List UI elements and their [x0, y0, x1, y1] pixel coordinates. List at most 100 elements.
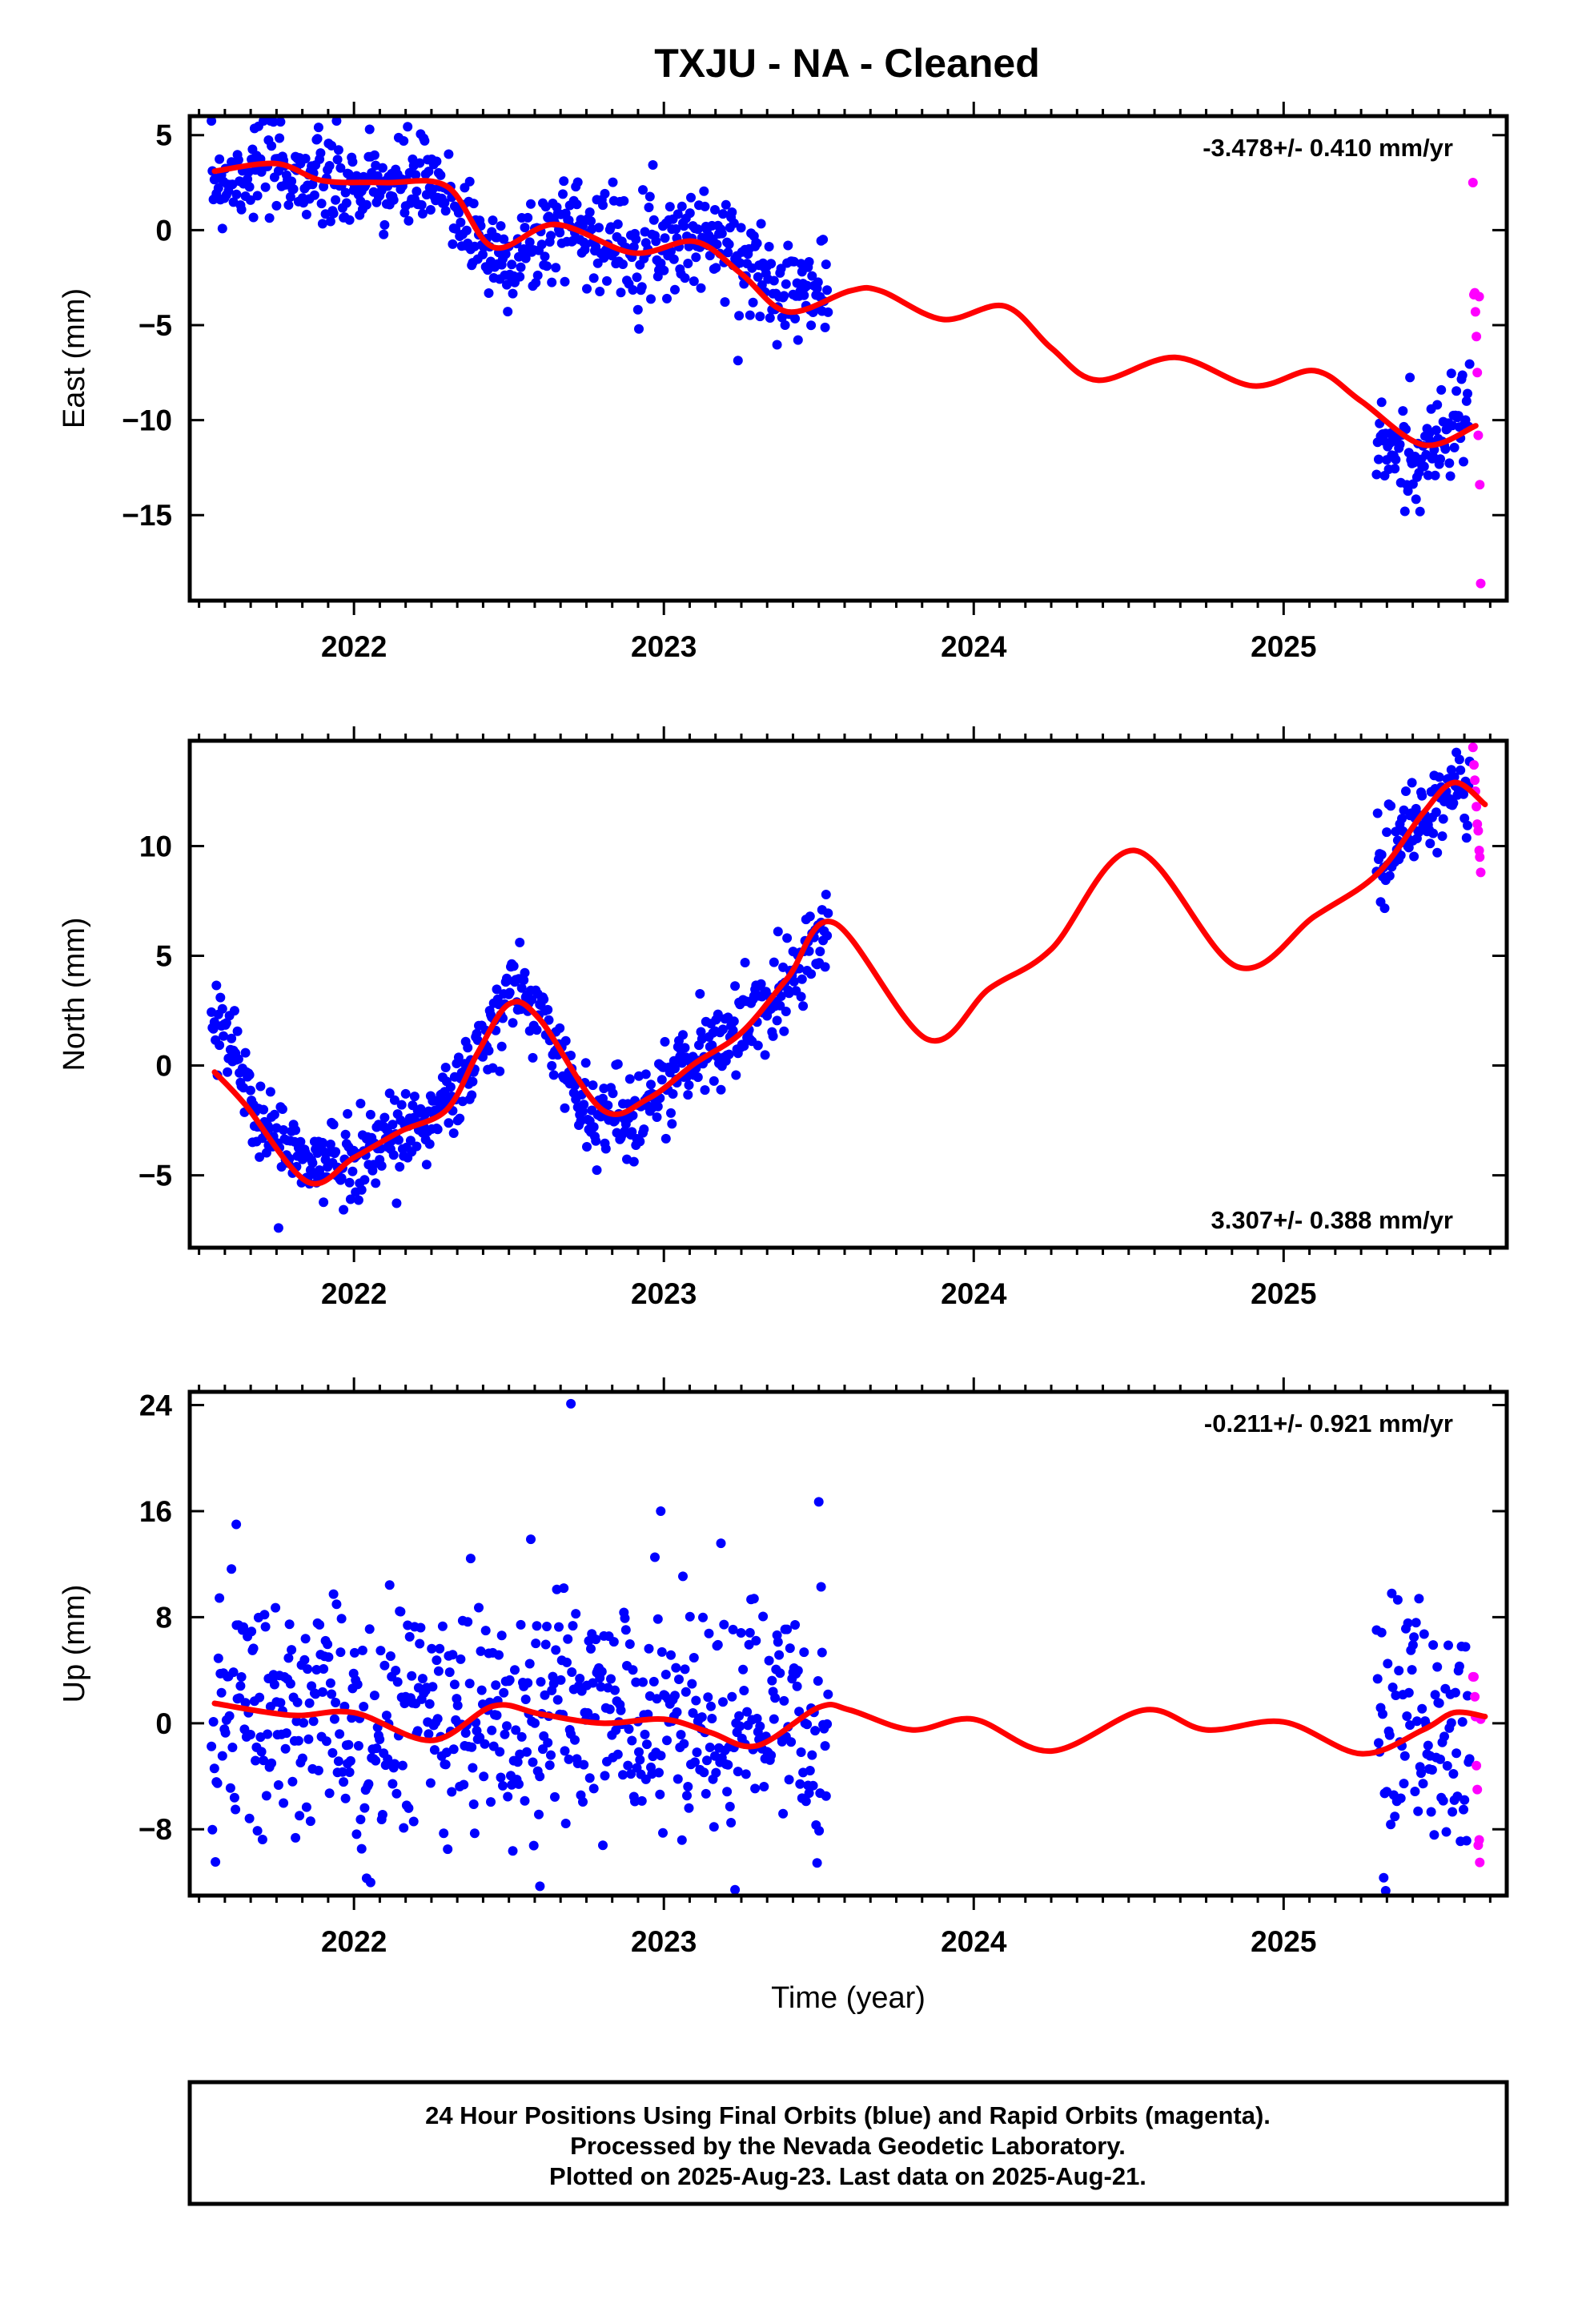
- final-point: [523, 212, 533, 223]
- final-point: [591, 1634, 601, 1645]
- final-point: [268, 117, 279, 127]
- final-point: [755, 312, 765, 322]
- final-point: [540, 1690, 550, 1700]
- final-point: [790, 313, 801, 324]
- final-point: [208, 1717, 219, 1727]
- final-point: [388, 195, 399, 205]
- footer-line-1: 24 Hour Positions Using Final Orbits (bl…: [425, 2101, 1271, 2129]
- final-point: [1437, 831, 1447, 842]
- final-point: [722, 1787, 733, 1797]
- final-point: [215, 154, 225, 164]
- final-point: [1460, 1795, 1470, 1805]
- final-point: [265, 1087, 275, 1097]
- final-point: [440, 206, 451, 216]
- final-point: [417, 208, 428, 219]
- final-point: [672, 1707, 682, 1717]
- final-point: [817, 1647, 827, 1658]
- final-point: [1417, 790, 1427, 801]
- y-axis-label: Up (mm): [58, 1585, 91, 1703]
- final-point: [723, 1759, 733, 1770]
- final-point: [345, 1194, 355, 1204]
- final-point: [1457, 1717, 1468, 1727]
- final-point: [807, 1750, 817, 1760]
- final-point: [566, 1051, 576, 1060]
- final-point: [562, 1657, 572, 1667]
- final-point: [333, 1756, 343, 1767]
- final-point: [779, 291, 789, 301]
- final-point: [319, 1197, 329, 1208]
- final-point: [1454, 754, 1464, 765]
- final-point: [705, 251, 715, 261]
- final-point: [669, 254, 679, 264]
- final-point: [685, 1611, 695, 1622]
- final-point: [1402, 1711, 1412, 1721]
- final-point: [259, 1755, 269, 1766]
- final-point: [453, 207, 464, 218]
- final-point: [1395, 1793, 1406, 1803]
- y-tick-label: −10: [122, 404, 172, 437]
- final-point: [724, 239, 734, 250]
- final-point: [225, 1783, 235, 1793]
- final-point: [1383, 1659, 1393, 1669]
- final-point: [728, 1624, 738, 1634]
- final-point: [598, 1840, 608, 1851]
- final-point: [594, 223, 604, 233]
- final-point: [760, 1050, 770, 1060]
- final-point: [799, 290, 809, 300]
- final-point: [744, 1639, 754, 1650]
- final-point: [774, 1650, 785, 1660]
- final-point: [1453, 411, 1464, 421]
- final-point: [535, 1771, 545, 1782]
- final-point: [586, 216, 596, 227]
- final-point: [229, 1006, 239, 1016]
- rapid-point: [1472, 368, 1483, 378]
- rate-annotation: -0.211+/- 0.921 mm/yr: [1204, 1409, 1453, 1437]
- panel-2: 10 5 0 −5 2022 2023 2024 2025 North (mm) 3.307+/-…: [58, 726, 1509, 1310]
- final-point: [683, 259, 693, 268]
- final-point: [588, 1783, 599, 1794]
- final-point: [535, 1881, 545, 1892]
- final-point: [496, 1041, 507, 1051]
- final-point: [1464, 1754, 1475, 1764]
- final-point: [1394, 1666, 1404, 1676]
- final-point: [399, 1823, 409, 1833]
- final-point: [660, 1036, 670, 1047]
- final-point: [711, 1767, 721, 1778]
- final-point: [1399, 506, 1410, 517]
- footer-box: 24 Hour Positions Using Final Orbits (bl…: [187, 2080, 1509, 2206]
- footer-line-3: Plotted on 2025-Aug-23. Last data on 202…: [549, 2162, 1146, 2190]
- final-point: [823, 1689, 833, 1699]
- final-point: [260, 182, 271, 192]
- final-point: [283, 200, 294, 210]
- final-point: [1418, 1779, 1428, 1789]
- final-point: [391, 1666, 401, 1675]
- final-point: [772, 340, 782, 350]
- final-point: [795, 1779, 805, 1789]
- final-point: [628, 1156, 639, 1167]
- final-point: [758, 1611, 769, 1622]
- final-point: [417, 1674, 428, 1684]
- final-point: [319, 1664, 329, 1674]
- final-point: [356, 1844, 367, 1854]
- final-point: [405, 1136, 416, 1146]
- final-point: [628, 285, 638, 295]
- final-point: [677, 1835, 687, 1845]
- final-point: [224, 1711, 235, 1721]
- final-point: [602, 275, 612, 286]
- final-point: [364, 124, 375, 135]
- final-point: [1391, 1691, 1401, 1700]
- final-point: [604, 1704, 615, 1715]
- final-point: [291, 1125, 301, 1136]
- final-point: [679, 1739, 689, 1749]
- final-point: [782, 933, 793, 943]
- final-point: [805, 911, 815, 922]
- final-point: [488, 215, 498, 226]
- final-point: [263, 1729, 273, 1739]
- final-point: [805, 1766, 815, 1775]
- final-point: [1463, 1691, 1472, 1701]
- final-point: [325, 1678, 335, 1688]
- final-point: [519, 975, 529, 985]
- final-point: [603, 1100, 613, 1111]
- final-point: [674, 1675, 684, 1684]
- final-point: [1428, 1640, 1439, 1651]
